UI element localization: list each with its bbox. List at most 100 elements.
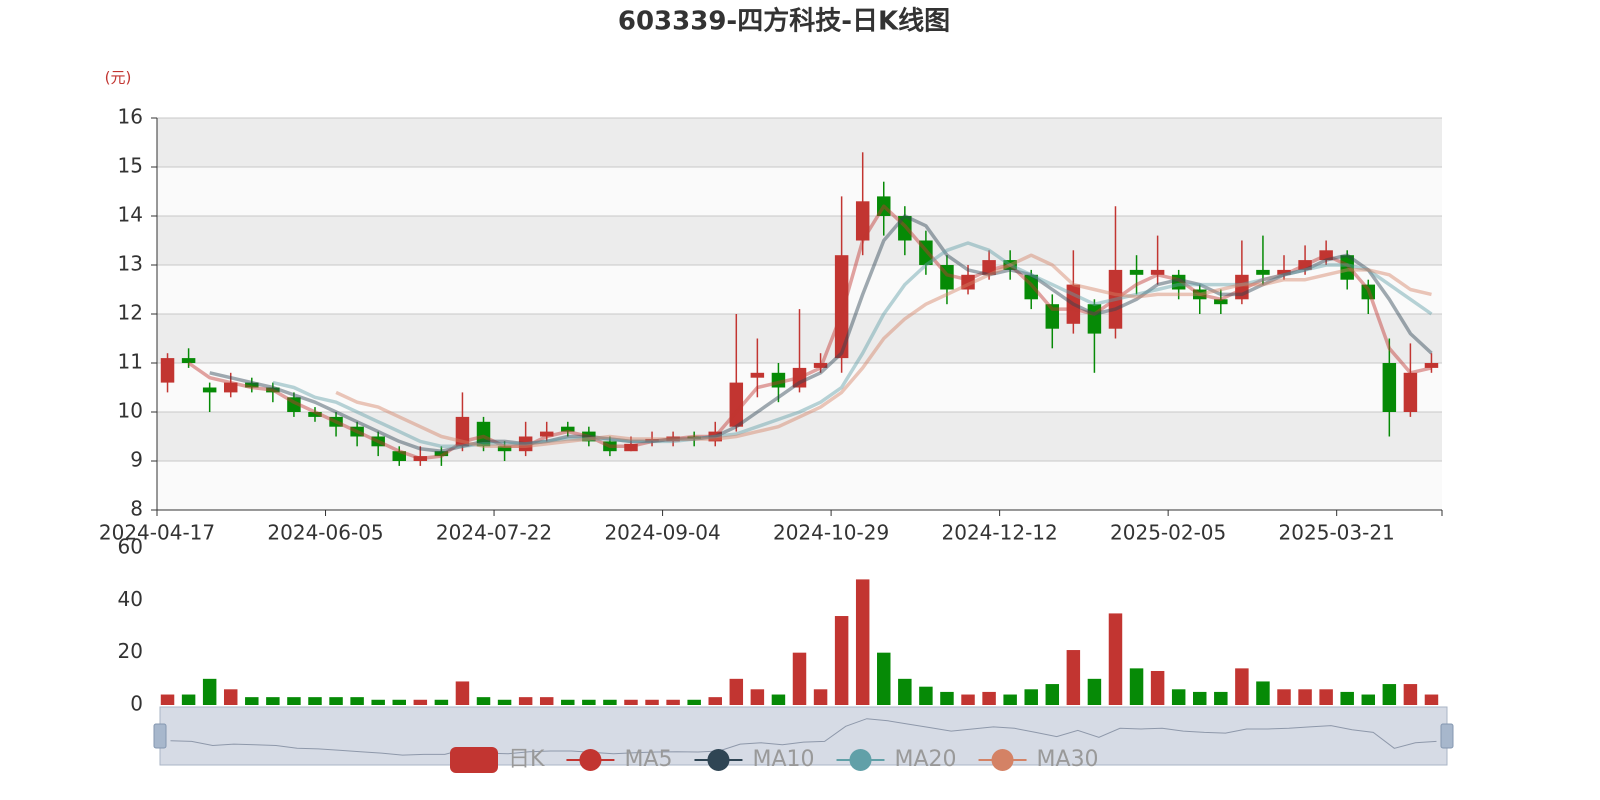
volume-bar [834, 616, 849, 705]
candle-body [1319, 250, 1333, 261]
candle-body [1108, 269, 1123, 329]
volume-bar [687, 699, 701, 705]
volume-bar [1108, 613, 1123, 705]
candle-body [245, 382, 259, 388]
candle-body [1129, 269, 1144, 275]
volume-bar [729, 678, 744, 705]
volume-bar [1382, 684, 1397, 705]
volume-bar [1087, 678, 1102, 705]
candle-body [1340, 255, 1354, 280]
volume-bar [561, 699, 575, 705]
volume-bar [1150, 670, 1165, 705]
y-tick-label: 10 [118, 399, 143, 423]
candle-body [1150, 269, 1165, 275]
volume-tick-label: 20 [118, 639, 143, 663]
volume-bar [1171, 689, 1186, 705]
x-tick-label: 2024-12-12 [942, 521, 1058, 545]
unit-label: (元) [105, 69, 132, 87]
volume-bar [1340, 691, 1354, 705]
zoom-preview [170, 718, 1437, 756]
legend-icon [849, 749, 872, 771]
candle-body [1087, 304, 1102, 334]
volume-bar [160, 694, 175, 705]
candle-body [287, 397, 301, 412]
legend-icon [450, 747, 498, 773]
ma-line [187, 204, 1432, 461]
volume-bar [202, 678, 217, 705]
volume-bar [1003, 694, 1017, 705]
volume-bar [266, 697, 280, 705]
candle-body [645, 438, 659, 442]
candle-body [539, 431, 554, 437]
volume-bar [603, 699, 617, 705]
candle-body [877, 196, 891, 216]
legend-icon [579, 749, 602, 771]
x-tick-label: 2024-04-17 [99, 521, 215, 545]
y-tick-label: 9 [130, 448, 143, 472]
candle-body [666, 436, 680, 442]
candle-body [919, 240, 933, 265]
candle-body [1066, 284, 1081, 324]
candle-body [982, 260, 996, 275]
volume-bar [961, 694, 975, 705]
volume-bar [582, 699, 596, 705]
candle-body [561, 426, 575, 432]
candle-body [1277, 269, 1291, 275]
split-area [157, 118, 1442, 167]
split-area [157, 167, 1442, 216]
candle-body [497, 446, 512, 452]
volume-bar [645, 699, 659, 705]
volume-bar [350, 697, 364, 705]
volume-bar [1214, 691, 1228, 705]
volume-bar [898, 678, 912, 705]
split-area [157, 461, 1442, 510]
x-tick-label: 2024-10-29 [773, 521, 889, 545]
volume-bar [1066, 650, 1081, 705]
candle-body [202, 387, 217, 393]
candle-body [1382, 363, 1397, 412]
legend-label: MA20 [895, 747, 957, 772]
volume-bar [223, 689, 238, 705]
ma-line [209, 214, 1433, 453]
candle-body [603, 441, 617, 452]
volume-tick-label: 60 [118, 535, 143, 559]
volume-bar [1403, 684, 1418, 705]
volume-bar [371, 699, 385, 705]
volume-bar [666, 699, 680, 705]
volume-bar [245, 697, 259, 705]
candle-body [940, 265, 954, 290]
split-area [157, 216, 1442, 265]
volume-bar [982, 691, 996, 705]
legend-label: MA5 [624, 747, 672, 772]
volume-bar [877, 652, 891, 705]
candle-body [160, 358, 175, 383]
candle-body [1235, 274, 1249, 300]
volume-bar [1424, 694, 1439, 705]
volume-bar [792, 652, 807, 705]
volume-bar [919, 686, 933, 705]
volume-bar [855, 579, 870, 705]
legend-icon [707, 749, 730, 771]
legend: 日K MA5 MA10 MA20 MA30 [450, 747, 1099, 773]
split-area [157, 265, 1442, 314]
ma-line [272, 241, 1433, 449]
volume-bar [1361, 694, 1376, 705]
candle-body [518, 436, 533, 452]
volume-bar [750, 689, 765, 705]
candle-body [455, 416, 470, 447]
volume-bar [539, 697, 554, 705]
volume-tick-label: 0 [130, 692, 143, 716]
candle-body [582, 431, 596, 442]
legend-icon [991, 749, 1014, 771]
legend-label: MA10 [752, 747, 814, 772]
volume-bar [1256, 681, 1270, 705]
volume-tick-label: 40 [118, 587, 143, 611]
volume-bar [392, 699, 406, 705]
volume-bar [497, 699, 512, 705]
candle-body [687, 436, 701, 439]
candle-body [1045, 304, 1060, 329]
volume-bar [771, 694, 786, 705]
candle-body [961, 274, 975, 290]
x-tick-label: 2024-06-05 [267, 521, 383, 545]
